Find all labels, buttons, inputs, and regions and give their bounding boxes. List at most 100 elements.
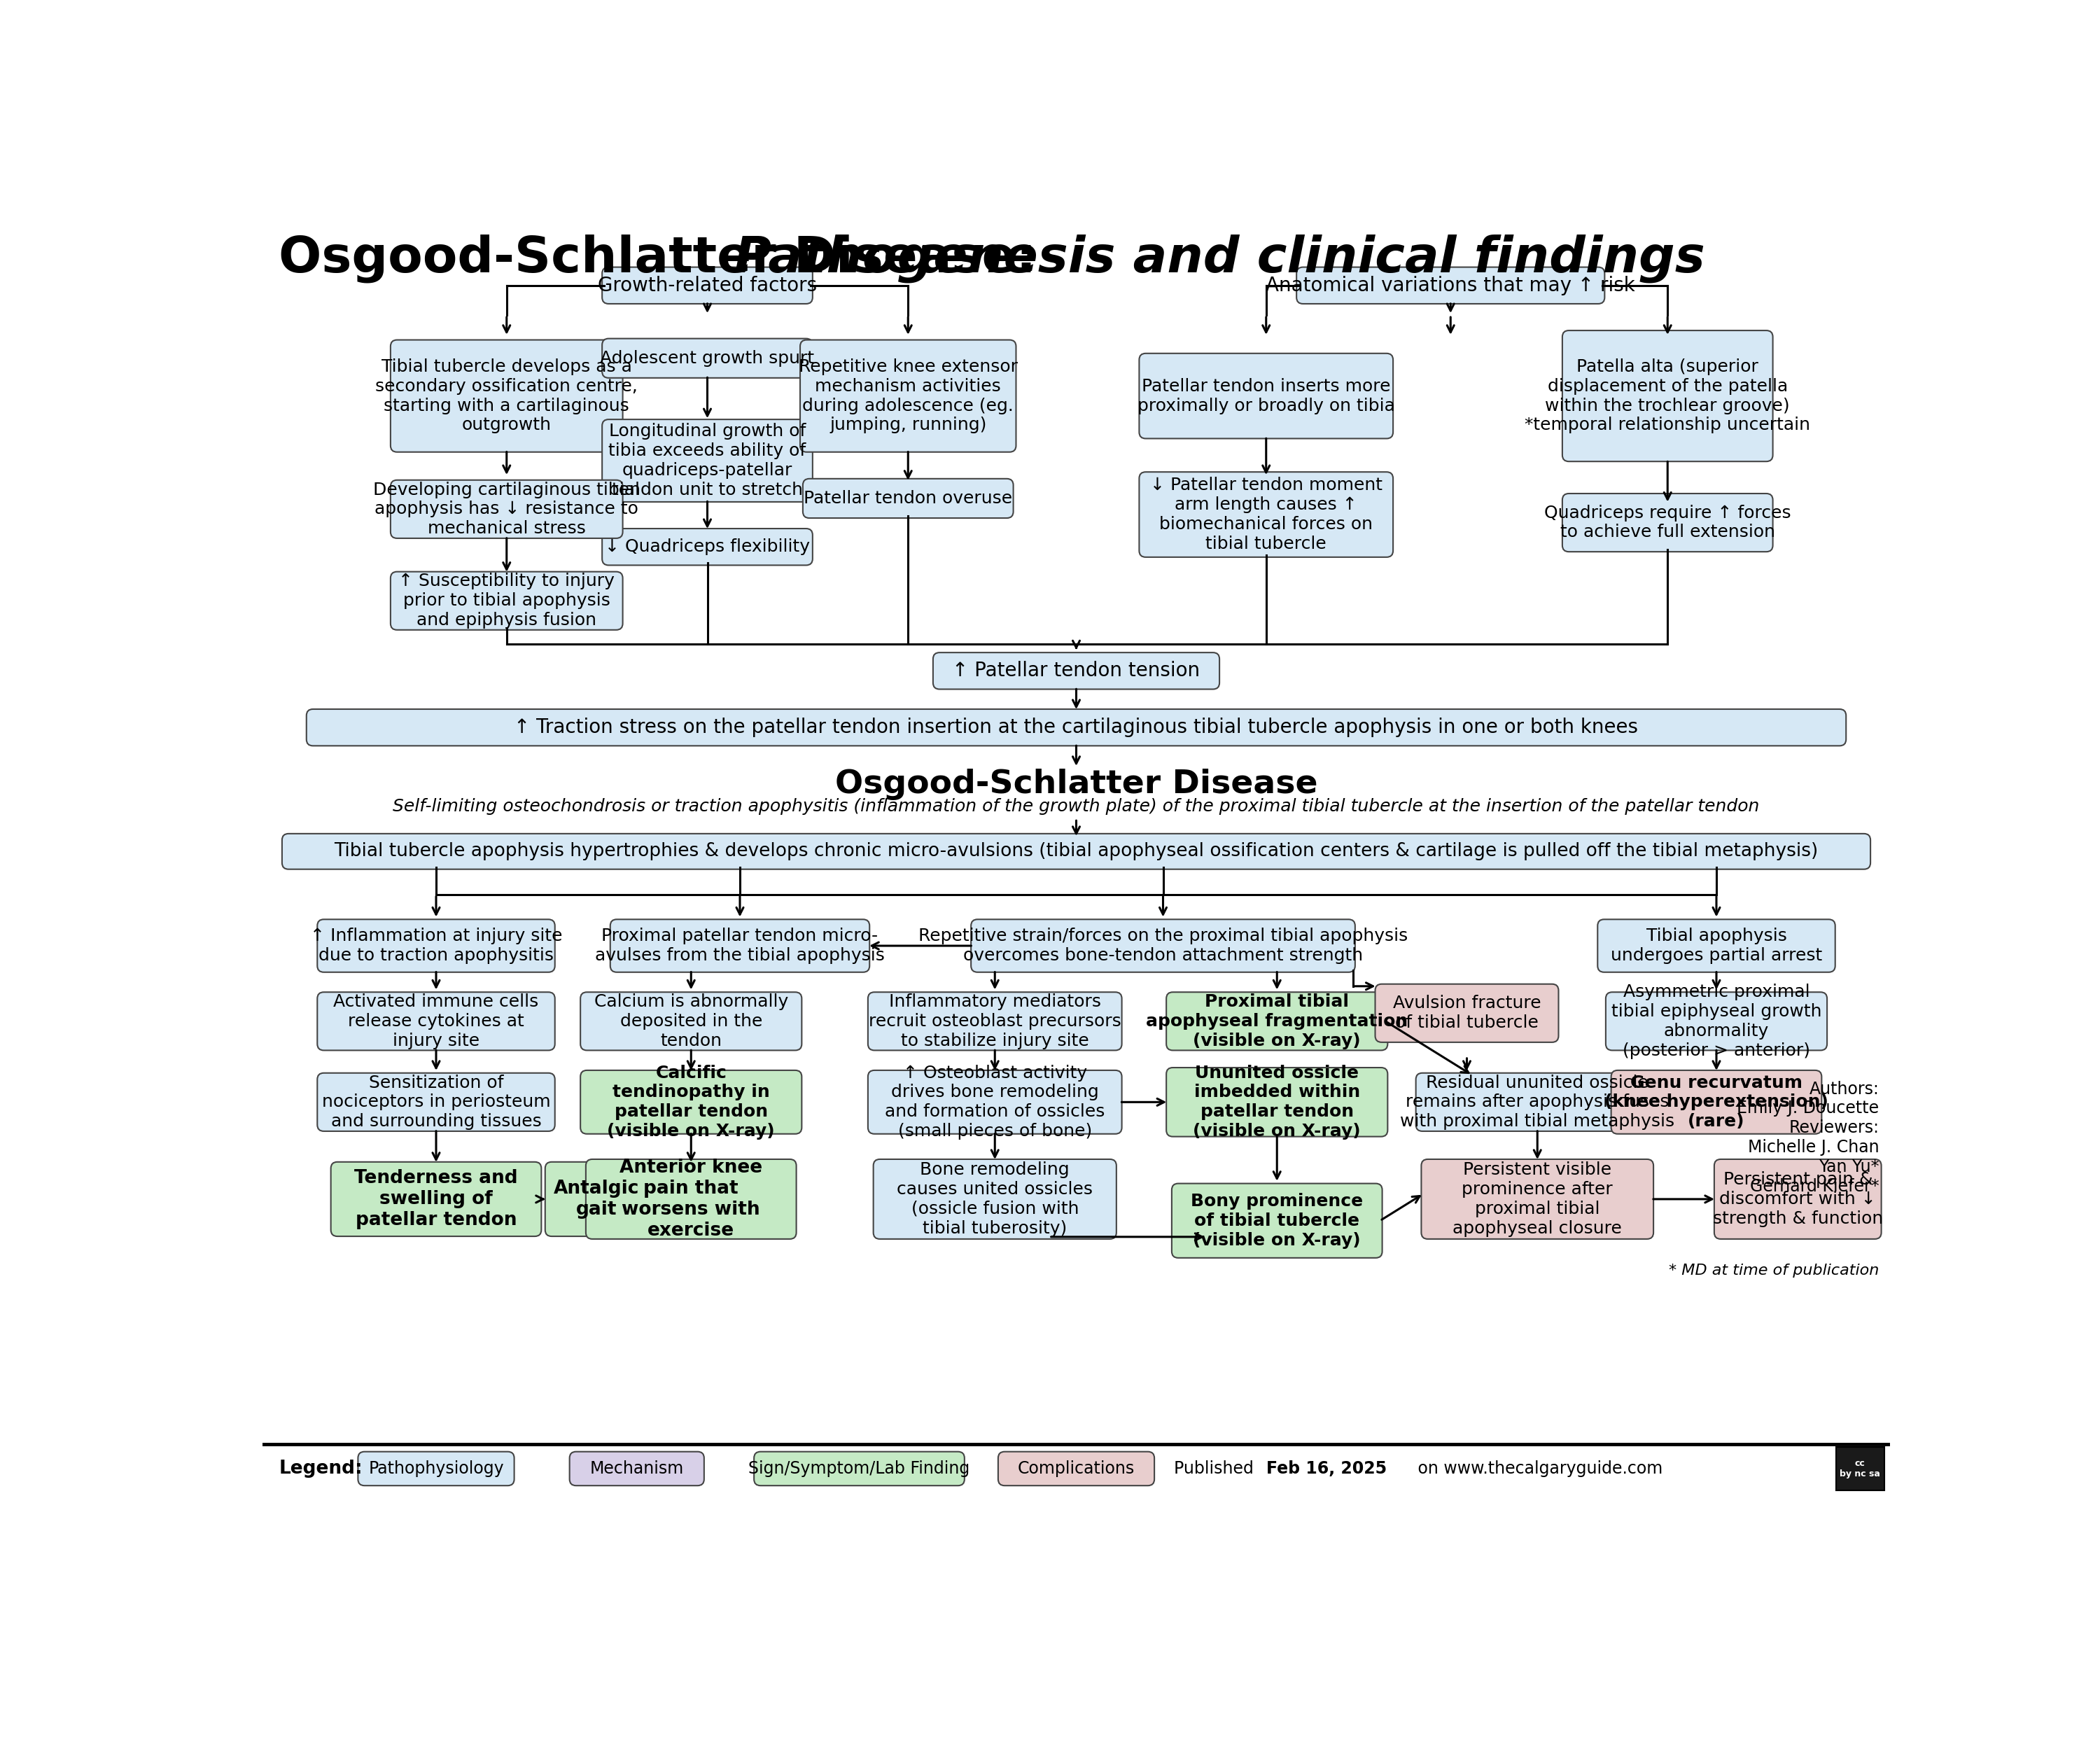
Text: Genu recurvatum
(knee hyperextension)
(rare): Genu recurvatum (knee hyperextension) (r…	[1604, 1074, 1829, 1130]
Text: Patellar tendon overuse: Patellar tendon overuse	[804, 489, 1012, 507]
FancyBboxPatch shape	[391, 339, 624, 453]
Text: Calcium is abnormally
deposited in the
tendon: Calcium is abnormally deposited in the t…	[594, 994, 788, 1050]
Text: Activated immune cells
release cytokines at
injury site: Activated immune cells release cytokines…	[334, 994, 540, 1050]
Text: Patella alta (superior
displacement of the patella
within the trochlear groove)
: Patella alta (superior displacement of t…	[1525, 359, 1810, 434]
Text: Tenderness and
swelling of
patellar tendon: Tenderness and swelling of patellar tend…	[355, 1168, 519, 1229]
Text: Bony prominence
of tibial tubercle
(visible on X-ray): Bony prominence of tibial tubercle (visi…	[1191, 1193, 1363, 1248]
Text: cc
by nc sa: cc by nc sa	[1840, 1459, 1879, 1478]
Text: Pathogenesis and clinical findings: Pathogenesis and clinical findings	[735, 235, 1705, 282]
Text: Proximal patellar tendon micro-
avulses from the tibial apophysis: Proximal patellar tendon micro- avulses …	[594, 928, 884, 965]
FancyBboxPatch shape	[1714, 1160, 1882, 1240]
Text: Adolescent growth spurt: Adolescent growth spurt	[601, 350, 815, 367]
Text: ↓ Quadriceps flexibility: ↓ Quadriceps flexibility	[605, 538, 811, 555]
Text: Persistent pain &
discomfort with ↓
strength & function: Persistent pain & discomfort with ↓ stre…	[1714, 1172, 1884, 1227]
Text: Anatomical variations that may ↑ risk: Anatomical variations that may ↑ risk	[1266, 275, 1636, 296]
FancyBboxPatch shape	[1172, 1184, 1382, 1259]
Bar	[1835, 1447, 1884, 1490]
FancyBboxPatch shape	[603, 266, 813, 303]
FancyBboxPatch shape	[1166, 992, 1388, 1050]
Text: ↑ Susceptibility to injury
prior to tibial apophysis
and epiphysis fusion: ↑ Susceptibility to injury prior to tibi…	[399, 573, 615, 629]
Text: Residual ununited ossicle
remains after apophysis fuses
with proximal tibial met: Residual ununited ossicle remains after …	[1401, 1074, 1674, 1130]
FancyBboxPatch shape	[1562, 331, 1772, 461]
Text: Osgood-Schlatter Disease: Osgood-Schlatter Disease	[836, 768, 1317, 799]
FancyBboxPatch shape	[1296, 266, 1604, 303]
FancyBboxPatch shape	[281, 834, 1871, 869]
Text: Anterior knee
pain that
worsens with
exercise: Anterior knee pain that worsens with exe…	[620, 1158, 762, 1240]
Text: * MD at time of publication: * MD at time of publication	[1670, 1264, 1879, 1278]
FancyBboxPatch shape	[611, 919, 869, 971]
Text: Mechanism: Mechanism	[590, 1461, 685, 1476]
FancyBboxPatch shape	[317, 992, 554, 1050]
FancyBboxPatch shape	[603, 420, 813, 501]
Text: Growth-related factors: Growth-related factors	[598, 275, 817, 296]
FancyBboxPatch shape	[1611, 1071, 1821, 1133]
FancyBboxPatch shape	[1562, 493, 1772, 552]
FancyBboxPatch shape	[317, 1072, 554, 1132]
FancyBboxPatch shape	[867, 1071, 1121, 1133]
Text: Sensitization of
nociceptors in periosteum
and surrounding tissues: Sensitization of nociceptors in perioste…	[321, 1074, 550, 1130]
FancyBboxPatch shape	[1422, 1160, 1653, 1240]
FancyBboxPatch shape	[357, 1452, 514, 1485]
Text: Sign/Symptom/Lab Finding: Sign/Symptom/Lab Finding	[748, 1461, 970, 1476]
FancyBboxPatch shape	[317, 919, 554, 971]
Text: Authors:
Emily J. Doucette
Reviewers:
Michelle J. Chan
Yan Yu*
Gerhard Kiefer*: Authors: Emily J. Doucette Reviewers: Mi…	[1737, 1081, 1879, 1194]
FancyBboxPatch shape	[1138, 353, 1392, 439]
Text: Osgood-Schlatter Disease:: Osgood-Schlatter Disease:	[279, 235, 1054, 282]
Text: on www.thecalgaryguide.com: on www.thecalgaryguide.com	[1413, 1461, 1663, 1476]
FancyBboxPatch shape	[802, 479, 1014, 519]
Text: Legend:: Legend:	[279, 1459, 363, 1478]
Text: Antalgic
gait: Antalgic gait	[552, 1179, 638, 1219]
Text: ↑ Inflammation at injury site
due to traction apophysitis: ↑ Inflammation at injury site due to tra…	[311, 928, 563, 965]
FancyBboxPatch shape	[307, 709, 1846, 745]
FancyBboxPatch shape	[391, 481, 624, 538]
Text: Quadriceps require ↑ forces
to achieve full extension: Quadriceps require ↑ forces to achieve f…	[1544, 505, 1791, 541]
FancyBboxPatch shape	[546, 1161, 647, 1236]
Text: Complications: Complications	[1018, 1461, 1134, 1476]
Text: ↑ Osteoblast activity
drives bone remodeling
and formation of ossicles
(small pi: ↑ Osteoblast activity drives bone remode…	[884, 1064, 1105, 1140]
FancyBboxPatch shape	[874, 1160, 1117, 1240]
FancyBboxPatch shape	[580, 1071, 802, 1133]
FancyBboxPatch shape	[332, 1161, 542, 1236]
Text: Persistent visible
prominence after
proximal tibial
apophyseal closure: Persistent visible prominence after prox…	[1453, 1161, 1621, 1236]
Text: Developing cartilaginous tibial
apophysis has ↓ resistance to
mechanical stress: Developing cartilaginous tibial apophysi…	[374, 481, 640, 536]
Text: Pathophysiology: Pathophysiology	[368, 1461, 504, 1476]
Text: Feb 16, 2025: Feb 16, 2025	[1266, 1461, 1386, 1476]
FancyBboxPatch shape	[997, 1452, 1155, 1485]
Text: Repetitive strain/forces on the proximal tibial apophysis
overcomes bone-tendon : Repetitive strain/forces on the proximal…	[918, 928, 1407, 965]
FancyBboxPatch shape	[1606, 992, 1827, 1050]
Text: Ununited ossicle
imbedded within
patellar tendon
(visible on X-ray): Ununited ossicle imbedded within patella…	[1193, 1064, 1361, 1140]
Text: Self-limiting osteochondrosis or traction apophysitis (inflammation of the growt: Self-limiting osteochondrosis or tractio…	[393, 799, 1760, 815]
FancyBboxPatch shape	[932, 653, 1220, 689]
FancyBboxPatch shape	[580, 992, 802, 1050]
FancyBboxPatch shape	[800, 339, 1016, 453]
FancyBboxPatch shape	[1138, 472, 1392, 557]
Text: Proximal tibial
apophyseal fragmentation
(visible on X-ray): Proximal tibial apophyseal fragmentation…	[1147, 994, 1407, 1050]
Text: Bone remodeling
causes united ossicles
(ossicle fusion with
tibial tuberosity): Bone remodeling causes united ossicles (…	[897, 1161, 1092, 1236]
Text: Avulsion fracture
of tibial tubercle: Avulsion fracture of tibial tubercle	[1392, 996, 1541, 1031]
FancyBboxPatch shape	[1598, 919, 1835, 971]
Text: ↑ Patellar tendon tension: ↑ Patellar tendon tension	[951, 662, 1201, 681]
Text: Repetitive knee extensor
mechanism activities
during adolescence (eg.
jumping, r: Repetitive knee extensor mechanism activ…	[798, 359, 1018, 434]
FancyBboxPatch shape	[391, 571, 624, 630]
FancyBboxPatch shape	[603, 338, 813, 378]
Text: ↑ Traction stress on the patellar tendon insertion at the cartilaginous tibial t: ↑ Traction stress on the patellar tendon…	[514, 717, 1638, 736]
FancyBboxPatch shape	[754, 1452, 964, 1485]
FancyBboxPatch shape	[970, 919, 1354, 971]
Text: Asymmetric proximal
tibial epiphyseal growth
abnormality
(posterior > anterior): Asymmetric proximal tibial epiphyseal gr…	[1611, 984, 1821, 1059]
FancyBboxPatch shape	[586, 1160, 796, 1240]
Text: Tibial apophysis
undergoes partial arrest: Tibial apophysis undergoes partial arres…	[1611, 928, 1823, 965]
Text: Inflammatory mediators
recruit osteoblast precursors
to stabilize injury site: Inflammatory mediators recruit osteoblas…	[869, 994, 1121, 1050]
FancyBboxPatch shape	[603, 529, 813, 566]
FancyBboxPatch shape	[867, 992, 1121, 1050]
FancyBboxPatch shape	[1376, 984, 1558, 1043]
Text: Calcific
tendinopathy in
patellar tendon
(visible on X-ray): Calcific tendinopathy in patellar tendon…	[607, 1064, 775, 1140]
Text: Patellar tendon inserts more
proximally or broadly on tibia: Patellar tendon inserts more proximally …	[1138, 378, 1394, 414]
FancyBboxPatch shape	[1166, 1067, 1388, 1137]
Text: Published: Published	[1174, 1461, 1258, 1476]
Text: Longitudinal growth of
tibia exceeds ability of
quadriceps-patellar
tendon unit : Longitudinal growth of tibia exceeds abi…	[609, 423, 806, 498]
FancyBboxPatch shape	[569, 1452, 704, 1485]
Text: ↓ Patellar tendon moment
arm length causes ↑
biomechanical forces on
tibial tube: ↓ Patellar tendon moment arm length caus…	[1151, 477, 1382, 552]
Text: Tibial tubercle apophysis hypertrophies & develops chronic micro-avulsions (tibi: Tibial tubercle apophysis hypertrophies …	[334, 843, 1819, 860]
Text: Tibial tubercle develops as a
secondary ossification centre,
starting with a car: Tibial tubercle develops as a secondary …	[376, 359, 638, 434]
FancyBboxPatch shape	[1415, 1072, 1659, 1132]
